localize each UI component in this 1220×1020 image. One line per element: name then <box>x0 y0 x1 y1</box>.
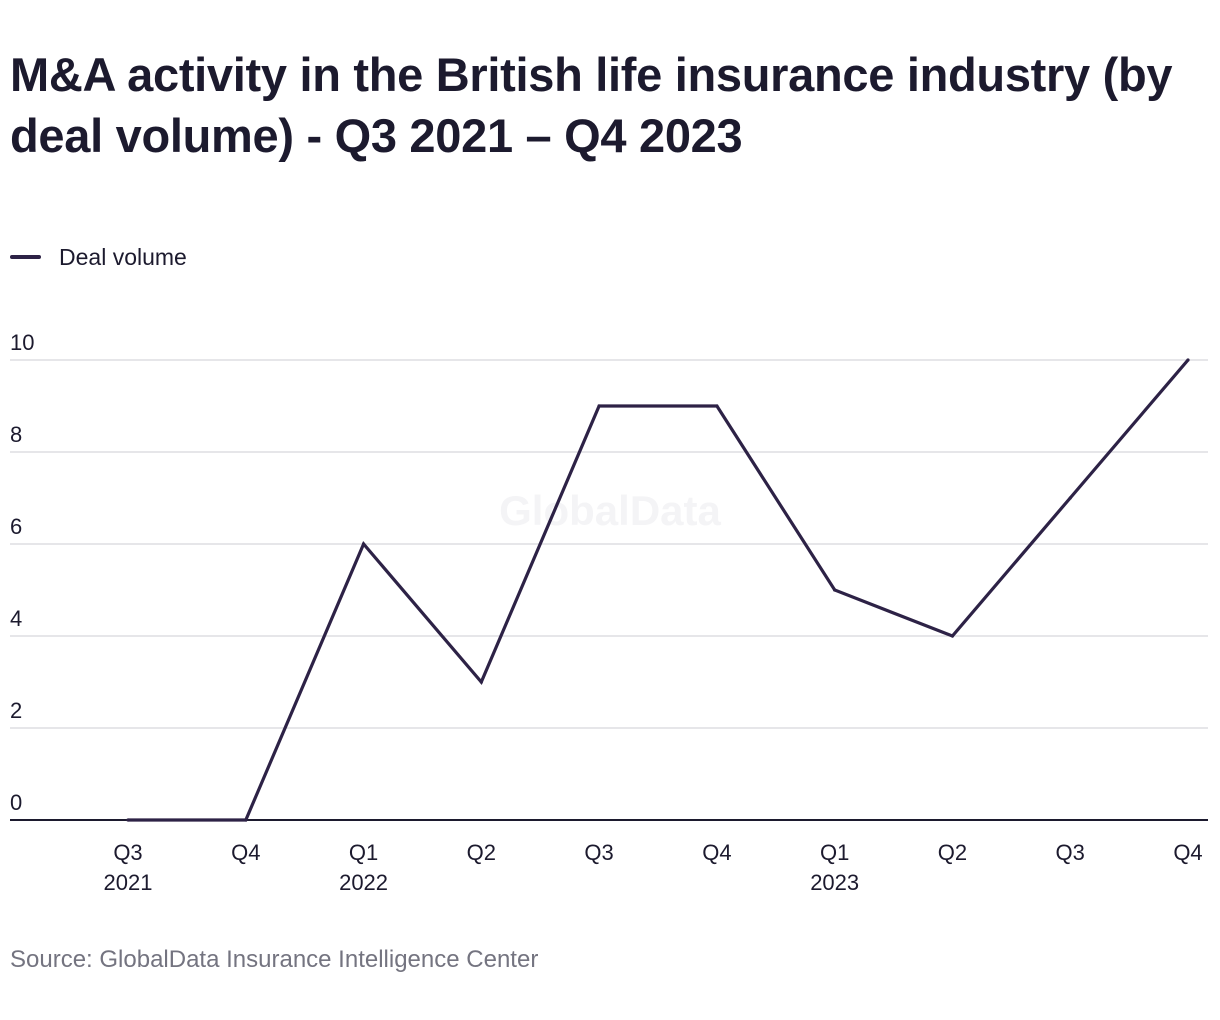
data-point-7 <box>950 634 955 638</box>
x-tick-label-6: Q1 <box>820 840 849 865</box>
x-tick-label-1: Q4 <box>231 840 260 865</box>
x-tick-label-7: Q2 <box>938 840 967 865</box>
data-point-8 <box>1068 496 1072 500</box>
source-note: Source: GlobalData Insurance Intelligenc… <box>10 946 539 973</box>
x-tick-year-0: 2021 <box>104 870 153 895</box>
series-line-deal-volume <box>128 358 1190 822</box>
legend-label-deal-volume: Deal volume <box>59 243 187 270</box>
x-tick-label-4: Q3 <box>584 840 613 865</box>
legend: Deal volume <box>10 242 187 272</box>
x-tick-label-3: Q2 <box>467 840 496 865</box>
y-tick-label-8: 8 <box>10 422 22 447</box>
data-point-9 <box>1186 358 1190 362</box>
data-point-2 <box>361 542 366 546</box>
data-point-4 <box>597 404 601 408</box>
y-tick-label-6: 6 <box>10 514 22 539</box>
data-point-5 <box>715 404 719 408</box>
y-tick-label-2: 2 <box>10 698 22 723</box>
line-chart: GlobalData 0 2 4 6 8 10 Q3 2021 Q4 Q1 2022 Q2 Q3 Q4 Q1… <box>10 330 1208 895</box>
x-tick-label-5: Q4 <box>702 840 731 865</box>
data-point-0 <box>126 818 130 822</box>
x-tick-label-2: Q1 <box>349 840 378 865</box>
x-tick-label-9: Q4 <box>1173 840 1202 865</box>
x-tick-label-0: Q3 <box>113 840 142 865</box>
legend-swatch-deal-volume <box>10 255 41 259</box>
data-point-6 <box>833 588 837 592</box>
data-point-3 <box>479 680 483 684</box>
x-tick-year-6: 2023 <box>810 870 859 895</box>
x-tick-year-2: 2022 <box>339 870 388 895</box>
y-tick-label-4: 4 <box>10 606 22 631</box>
y-tick-label-0: 0 <box>10 790 22 815</box>
y-tick-label-10: 10 <box>10 330 34 355</box>
watermark: GlobalData <box>499 487 721 534</box>
chart-title: M&A activity in the British life insuran… <box>10 48 1173 162</box>
data-point-1 <box>244 818 248 822</box>
x-tick-label-8: Q3 <box>1056 840 1085 865</box>
